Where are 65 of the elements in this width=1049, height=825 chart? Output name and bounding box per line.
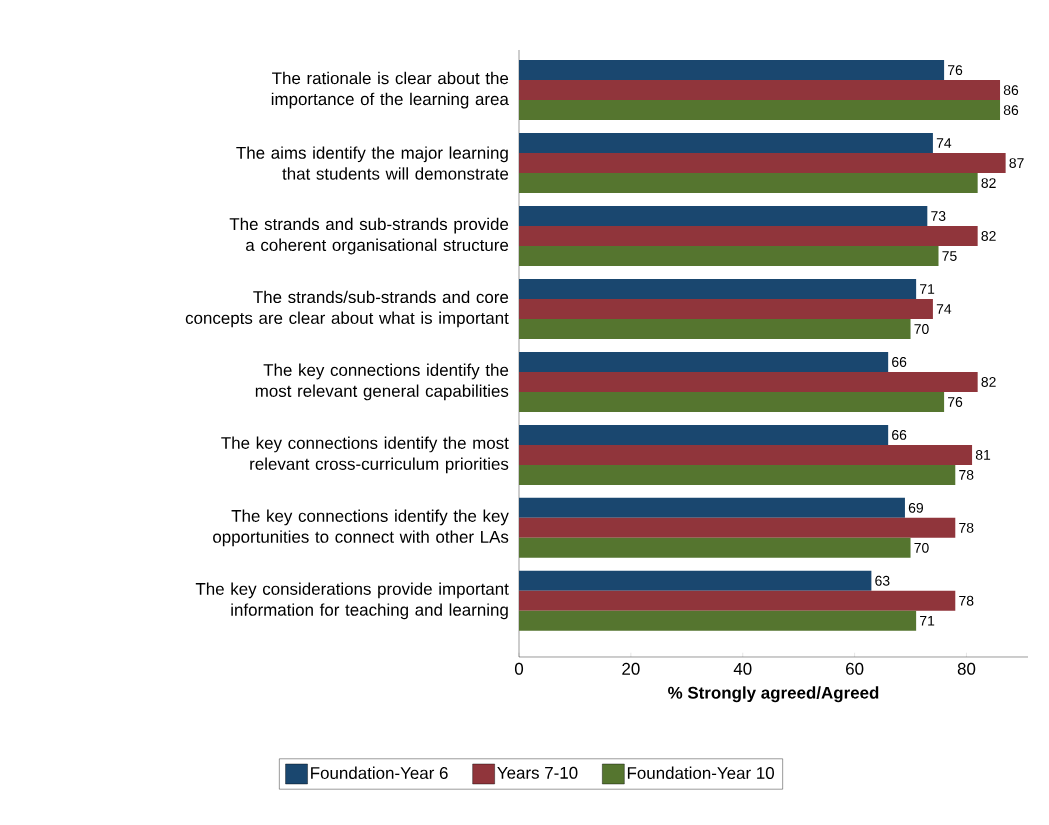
bar	[519, 278, 917, 299]
data-label: 87	[1009, 158, 1024, 169]
bar	[519, 391, 945, 412]
data-label: 73	[931, 211, 946, 221]
bar	[519, 424, 889, 445]
bar	[519, 153, 1006, 174]
x-tick-label: 0	[514, 662, 524, 675]
y-tick-label: The rationale is clear about the importance of the learning area	[271, 71, 509, 109]
y-tick-label: The key connections identify the most relevant general capabilities	[255, 363, 509, 401]
bar	[519, 517, 956, 538]
data-label: 76	[948, 397, 963, 407]
data-label: 71	[920, 616, 935, 626]
bar	[519, 371, 978, 392]
bar	[519, 60, 945, 81]
bar	[519, 351, 889, 372]
bar	[519, 246, 939, 267]
x-tick-label: 20	[622, 662, 640, 675]
data-label: 78	[959, 595, 974, 606]
data-label: 63	[875, 575, 890, 586]
bar	[519, 590, 956, 611]
data-label: 86	[1003, 85, 1019, 96]
x-tick-label: 60	[846, 662, 864, 675]
data-label: 81	[975, 449, 991, 460]
y-tick-label: The strands/sub-strands and core concepts are clear about what is important	[185, 290, 509, 328]
y-tick-label: The key connections identify the most relevant cross-curriculum priorities	[221, 436, 509, 474]
y-tick-label: The key considerations provide important information for teaching and learning	[195, 582, 509, 620]
bar	[519, 80, 1001, 101]
bar	[519, 497, 905, 518]
data-label: 74	[936, 138, 952, 148]
x-tick-label: 80	[957, 662, 976, 675]
data-label: 86	[1003, 105, 1019, 116]
data-label: 70	[914, 542, 929, 553]
y-tick-label: The strands and sub-strands provide a coherent organisational structure	[229, 217, 509, 255]
data-label: 82	[981, 377, 996, 387]
data-label: 75	[942, 251, 957, 261]
bar	[519, 444, 973, 465]
bar	[519, 206, 928, 227]
bar	[519, 570, 872, 591]
data-label: 82	[981, 178, 996, 189]
data-label: 82	[981, 231, 996, 241]
legend-label: Foundation-Year 6	[311, 766, 448, 780]
bar	[519, 133, 933, 154]
bar	[519, 173, 978, 194]
data-label: 66	[892, 429, 907, 440]
data-label: 74	[936, 304, 952, 314]
x-axis-title: % Strongly agreed/Agreed	[668, 686, 879, 703]
legend-label: Foundation-Year 10	[627, 766, 774, 780]
data-label: 78	[959, 522, 974, 533]
bar	[519, 537, 911, 558]
bar	[519, 464, 956, 485]
data-label: 66	[892, 357, 907, 367]
bar	[519, 610, 917, 631]
data-label: 76	[948, 65, 963, 76]
bar	[519, 318, 911, 339]
y-tick-label: The key connections identify the key opportunities to connect with other LAs	[213, 509, 509, 547]
data-label: 69	[908, 502, 923, 513]
bar	[519, 226, 978, 247]
bar	[519, 100, 1001, 121]
x-tick-label: 40	[733, 662, 752, 675]
y-tick-label: The aims identify the major learning that students will demonstrate	[236, 146, 509, 180]
data-label: 71	[920, 284, 935, 294]
legend-label: Years 7-10	[497, 766, 578, 779]
bar	[519, 298, 933, 319]
data-label: 70	[914, 324, 929, 334]
data-label: 78	[959, 469, 974, 480]
